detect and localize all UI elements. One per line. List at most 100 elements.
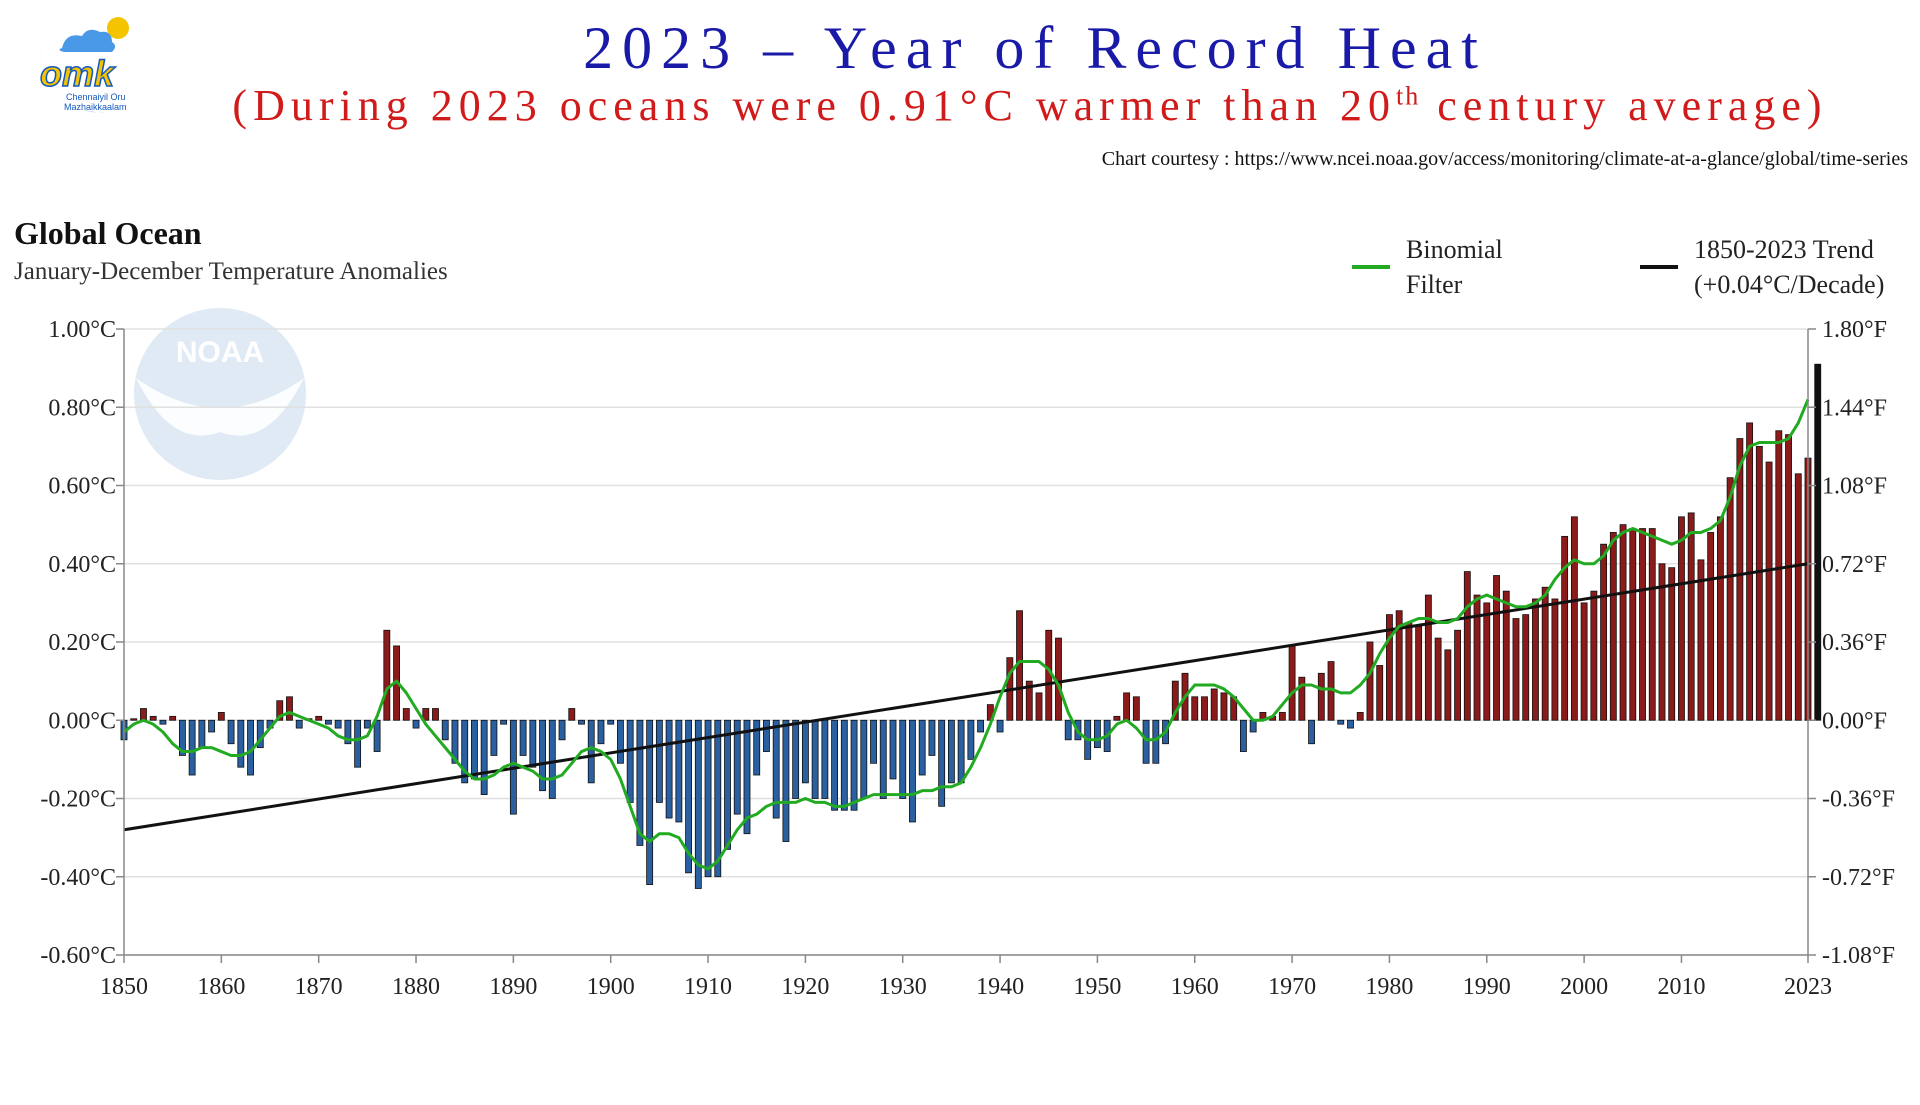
anomaly-bar [1726, 477, 1734, 721]
anomaly-bar [870, 719, 877, 764]
x-tick-label: 1880 [392, 974, 440, 1000]
anomaly-bar [1668, 567, 1676, 721]
y-tick-label-right: 1.08°F [1822, 474, 1887, 500]
anomaly-bar [1697, 559, 1705, 721]
anomaly-bar [1444, 649, 1452, 721]
y-tick-label-left: 1.00°C [48, 317, 116, 343]
anomaly-bar [490, 719, 498, 756]
y-tick-label-right: 1.44°F [1822, 395, 1887, 421]
anomaly-bar [1424, 594, 1432, 721]
anomaly-bar [850, 719, 858, 811]
legend-trend-line1: 1850-2023 Trend [1694, 235, 1874, 264]
x-tick-label: 1920 [781, 974, 829, 1000]
anomaly-bar [568, 708, 576, 721]
x-tick-label: 1940 [976, 974, 1024, 1000]
anomaly-bar [899, 719, 907, 799]
chart-subtitle: January-December Temperature Anomalies [14, 258, 448, 285]
anomaly-bar [1201, 696, 1208, 721]
anomaly-bar [1093, 719, 1101, 749]
anomaly-bar [1658, 563, 1666, 721]
noaa-logo-icon [134, 308, 306, 480]
anomaly-bar [1619, 524, 1627, 721]
binomial-filter-line [123, 398, 1810, 871]
anomaly-bar [1356, 712, 1364, 721]
anomaly-bar [354, 719, 362, 768]
anomaly-bar [918, 719, 926, 776]
anomaly-bar [188, 719, 196, 776]
anomaly-bar [1337, 719, 1345, 725]
anomaly-bar [373, 719, 381, 752]
anomaly-bar [1765, 461, 1773, 721]
anomaly-bar [1483, 602, 1491, 721]
anomaly-bar [1395, 610, 1403, 721]
anomaly-bar [422, 708, 430, 721]
trend-line [123, 562, 1809, 832]
anomaly-bar [558, 719, 566, 741]
anomaly-bar [957, 719, 965, 784]
y-tick-label-right: -0.36°F [1822, 787, 1895, 813]
anomaly-bar [763, 719, 770, 752]
anomaly-bar [831, 719, 839, 811]
anomaly-bar [733, 719, 741, 815]
anomaly-bar [1473, 594, 1481, 721]
anomaly-bar [909, 719, 916, 823]
anomaly-bar [276, 700, 284, 721]
anomaly-bar [1132, 696, 1140, 721]
anomaly-bar [519, 719, 527, 756]
anomaly-bar [227, 719, 235, 745]
anomaly-bar [1113, 715, 1121, 721]
anomaly-bar [295, 719, 303, 729]
anomaly-bar [704, 719, 712, 878]
anomaly-bar [1347, 719, 1354, 729]
anomaly-bar [1541, 586, 1549, 721]
x-tick-label: 1990 [1463, 974, 1511, 1000]
anomaly-bar [1580, 602, 1588, 721]
anomaly-bar [928, 719, 936, 756]
anomaly-bar [840, 719, 848, 811]
anomaly-bar [412, 719, 420, 729]
anomaly-bar [1707, 532, 1715, 721]
legend-binomial-swatch [1352, 265, 1390, 269]
anomaly-bar [1405, 622, 1413, 721]
anomaly-bar [548, 719, 556, 799]
anomaly-bar [821, 719, 829, 799]
anomaly-bar [1152, 719, 1160, 764]
anomaly-bar [724, 719, 731, 850]
anomaly-bar [1064, 719, 1072, 741]
anomaly-bar [334, 719, 342, 729]
anomaly-bar [743, 719, 751, 835]
anomaly-bar [1288, 645, 1296, 721]
x-tick-label: 1910 [684, 974, 732, 1000]
y-tick-label-left: 0.40°C [48, 552, 116, 578]
anomaly-bar [1463, 571, 1471, 721]
chart-courtesy: Chart courtesy : https://www.ncei.noaa.g… [1101, 148, 1908, 170]
anomaly-bar [1736, 438, 1744, 721]
anomaly-bar [1317, 672, 1325, 721]
subtitle-post: century average) [1420, 81, 1828, 130]
y-tick-label-left: 0.80°C [48, 395, 116, 421]
anomaly-bar [1025, 680, 1033, 721]
anomaly-bar [432, 708, 439, 721]
x-tick-label: 1860 [197, 974, 245, 1000]
anomaly-bar [1415, 625, 1423, 721]
anomaly-bar [665, 719, 673, 819]
anomaly-bar [1678, 516, 1685, 721]
y-tick-label-left: 0.60°C [48, 474, 116, 500]
logo-caption-line1: Chennaiyil Oru [66, 92, 126, 102]
anomaly-bar [159, 719, 167, 725]
anomaly-bar [636, 719, 644, 846]
anomaly-bar [237, 719, 245, 768]
anomaly-bar [1532, 598, 1539, 721]
anomaly-bar [198, 719, 206, 749]
anomaly-bar [130, 718, 138, 721]
anomaly-bar [1278, 712, 1286, 721]
x-tick-label: 1970 [1268, 974, 1316, 1000]
y-tick-label-right: 0.36°F [1822, 630, 1887, 656]
anomaly-bar [860, 719, 868, 799]
anomaly-bar [1308, 719, 1315, 745]
anomaly-bar [792, 719, 800, 799]
y-tick-label-left: 0.20°C [48, 630, 116, 656]
x-tick-label: 2000 [1560, 974, 1608, 1000]
anomaly-bar [1493, 575, 1500, 721]
x-tick-label: 2010 [1657, 974, 1705, 1000]
